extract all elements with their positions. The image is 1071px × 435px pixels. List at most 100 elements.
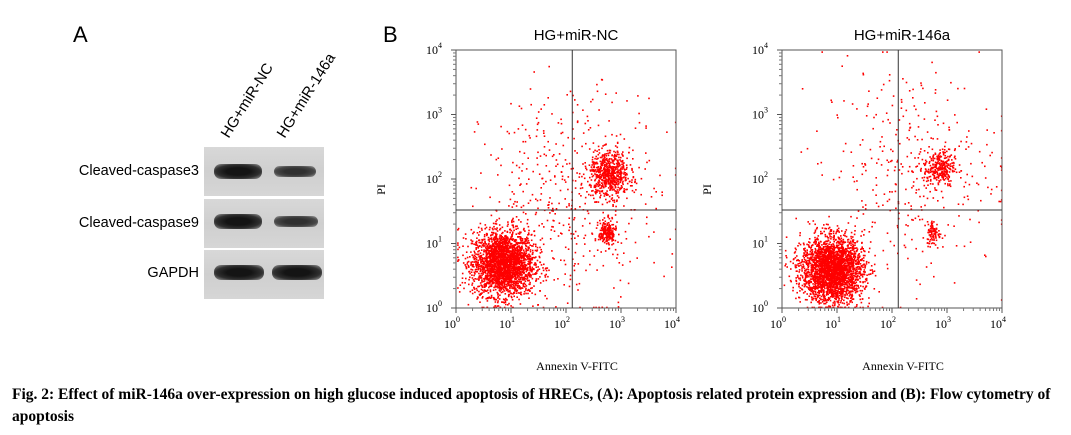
event-point: [849, 247, 852, 249]
event-point: [601, 225, 604, 227]
event-point: [542, 269, 545, 272]
event-point: [860, 235, 862, 237]
event-point: [510, 251, 512, 253]
event-point: [611, 224, 613, 226]
event-point: [864, 254, 866, 257]
event-point: [589, 176, 591, 179]
event-point: [545, 269, 548, 272]
event-point: [601, 147, 603, 150]
event-point: [509, 271, 511, 273]
event-point: [484, 262, 486, 264]
event-point: [538, 173, 541, 175]
event-point: [514, 200, 516, 203]
event-point: [619, 178, 621, 181]
event-point: [483, 284, 485, 286]
event-point: [494, 268, 496, 270]
event-point: [846, 280, 848, 282]
event-point: [506, 242, 509, 244]
event-point: [499, 286, 502, 288]
event-point: [497, 292, 499, 295]
event-point: [490, 277, 492, 279]
event-point: [847, 297, 849, 300]
event-point: [814, 223, 816, 226]
event-point: [512, 263, 515, 265]
event-point: [530, 258, 533, 261]
event-point: [491, 265, 493, 267]
event-point: [615, 92, 617, 94]
event-point: [544, 274, 546, 277]
cluster-2: [594, 214, 628, 252]
event-point: [513, 286, 516, 288]
event-point: [523, 252, 526, 254]
event-point: [472, 278, 475, 281]
event-point: [498, 224, 501, 226]
event-point: [836, 257, 838, 259]
event-point: [617, 170, 619, 172]
event-point: [572, 167, 574, 170]
event-point: [527, 292, 529, 295]
event-point: [818, 241, 820, 244]
event-point: [486, 266, 489, 269]
event-point: [507, 221, 509, 223]
event-point: [818, 242, 821, 245]
event-point: [615, 227, 617, 229]
event-point: [843, 299, 845, 302]
event-point: [608, 120, 610, 122]
event-point: [536, 123, 539, 126]
event-point: [616, 253, 619, 256]
event-point: [504, 252, 507, 255]
event-point: [490, 246, 493, 248]
event-point: [834, 286, 837, 288]
event-point: [508, 240, 510, 243]
event-point: [624, 169, 626, 171]
event-point: [607, 242, 610, 245]
event-point: [525, 213, 527, 215]
event-point: [560, 132, 562, 135]
event-point: [540, 193, 543, 195]
event-point: [516, 250, 519, 252]
event-point: [621, 153, 623, 155]
event-point: [631, 179, 633, 181]
lane-label-1: HG+miR-NC: [217, 60, 277, 142]
event-point: [516, 276, 519, 278]
event-point: [798, 271, 800, 273]
event-point: [509, 274, 512, 276]
event-point: [640, 177, 643, 180]
event-point: [486, 259, 488, 261]
lane-label-2: HG+miR-146a: [273, 50, 340, 141]
x-tick-label: 103: [609, 315, 625, 331]
event-point: [595, 161, 598, 164]
event-point: [606, 180, 609, 182]
event-point: [503, 253, 505, 256]
event-point: [606, 163, 609, 165]
event-point: [521, 274, 523, 276]
event-point: [509, 264, 512, 266]
event-point: [612, 162, 614, 164]
event-point: [501, 301, 503, 303]
event-point: [489, 290, 492, 293]
event-point: [527, 263, 530, 265]
event-point: [600, 78, 603, 81]
event-point: [515, 292, 518, 294]
event-point: [593, 186, 596, 189]
event-point: [599, 175, 602, 178]
event-point: [803, 258, 806, 261]
event-point: [626, 197, 628, 200]
event-point: [819, 285, 821, 287]
event-point: [494, 278, 496, 280]
event-point: [611, 216, 613, 219]
event-point: [496, 227, 498, 229]
event-point: [604, 225, 606, 228]
event-point: [535, 117, 538, 119]
event-point: [520, 282, 522, 284]
event-point: [505, 247, 507, 250]
event-point: [497, 252, 500, 254]
event-point: [585, 167, 587, 169]
event-point: [836, 228, 839, 231]
event-point: [598, 234, 600, 237]
event-point: [595, 177, 598, 179]
event-point: [497, 268, 500, 270]
event-point: [815, 259, 817, 261]
event-point: [603, 241, 606, 244]
event-point: [481, 268, 484, 271]
